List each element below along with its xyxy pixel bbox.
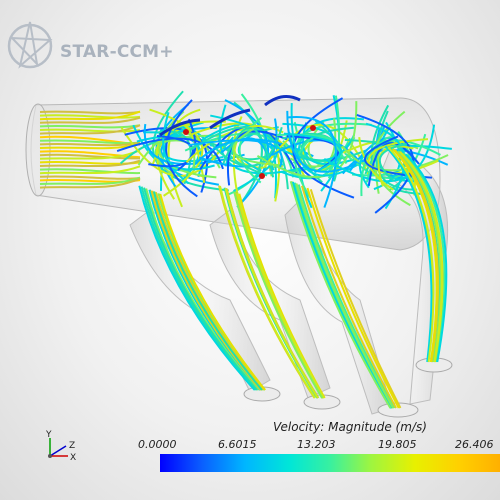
colorbar-tick-label: 0.0000 — [138, 438, 177, 451]
streamline — [159, 193, 266, 391]
streamline — [288, 115, 337, 208]
streamline — [224, 187, 319, 399]
streamline — [39, 114, 141, 119]
axis-z-label: Z — [69, 441, 75, 451]
streamline — [306, 187, 400, 409]
colorbar-tick-label: 6.6015 — [218, 438, 257, 451]
brand-name: STAR-CCM+ — [60, 42, 174, 62]
streamline — [356, 113, 414, 214]
streamline — [236, 192, 325, 399]
streamline — [209, 108, 251, 130]
streamline — [159, 118, 201, 137]
streamline — [404, 153, 448, 363]
streamline — [392, 148, 438, 363]
streamline — [143, 187, 258, 391]
streamline — [149, 108, 204, 197]
streamline — [289, 181, 392, 409]
streamline — [158, 110, 217, 179]
velocity-colorbar — [160, 454, 500, 472]
streamline — [264, 94, 301, 107]
streamline — [39, 141, 141, 147]
streamline — [309, 189, 402, 409]
streamline — [39, 150, 141, 159]
streamline — [387, 146, 435, 363]
streamline — [360, 139, 441, 197]
streamline — [39, 168, 141, 175]
streamline — [232, 127, 280, 167]
hot-spot — [259, 173, 265, 179]
streamline — [39, 116, 141, 124]
legend-title-text: Velocity: Magnitude (m/s) — [273, 420, 427, 434]
colorbar-tick-label: 13.203 — [297, 438, 336, 451]
streamline — [238, 193, 326, 399]
streamline — [344, 133, 427, 180]
streamline — [39, 159, 141, 168]
streamline — [295, 183, 394, 409]
star-ccm-brand: STAR-CCM+ — [6, 18, 196, 74]
streamline — [288, 131, 368, 162]
streamline — [297, 184, 396, 409]
streamline — [399, 151, 444, 363]
streamline — [140, 186, 257, 391]
colorbar-tick-label: 19.805 — [378, 438, 417, 451]
streamline — [39, 149, 141, 160]
streamline — [238, 117, 262, 184]
hot-spot — [183, 129, 189, 135]
streamline — [378, 143, 407, 182]
streamline — [402, 152, 446, 363]
streamline — [39, 177, 141, 189]
streamline — [301, 185, 397, 409]
streamline-tubes — [39, 90, 452, 409]
streamline — [39, 139, 141, 145]
streamline — [150, 190, 262, 391]
streamline — [39, 124, 141, 129]
hot-spot — [310, 125, 316, 131]
streamline — [233, 191, 323, 399]
streamline — [39, 165, 141, 175]
streamline — [39, 110, 141, 115]
streamline — [39, 175, 141, 180]
streamline — [283, 132, 342, 174]
streamline — [165, 99, 198, 198]
streamline — [377, 145, 414, 187]
streamline — [224, 99, 270, 208]
streamline — [152, 191, 263, 391]
star-ccm-logo-icon — [7, 21, 53, 69]
streamline — [39, 110, 141, 121]
streamline — [367, 142, 420, 187]
streamline — [384, 145, 433, 363]
streamline — [39, 153, 141, 160]
streamline — [188, 139, 283, 170]
streamline — [39, 124, 141, 135]
streamline — [145, 188, 259, 391]
axis-x-label: X — [70, 453, 76, 463]
streamline — [393, 149, 440, 363]
velocity-hot-spots — [183, 125, 316, 179]
colorbar-tick-label: 26.406 — [455, 438, 494, 451]
streamline — [116, 137, 224, 170]
streamline — [163, 121, 204, 185]
streamline — [282, 122, 341, 192]
streamline — [341, 145, 449, 172]
streamline — [256, 101, 358, 179]
axis-y-label: Y — [45, 430, 52, 440]
axis-triad-icon: Y Z X — [45, 430, 76, 463]
streamline — [143, 123, 245, 165]
streamline — [218, 185, 316, 399]
streamline — [138, 185, 256, 391]
streamline — [39, 128, 141, 133]
streamline — [209, 126, 283, 168]
streamline — [39, 176, 141, 185]
streamline — [154, 192, 264, 391]
streamline — [190, 126, 289, 190]
